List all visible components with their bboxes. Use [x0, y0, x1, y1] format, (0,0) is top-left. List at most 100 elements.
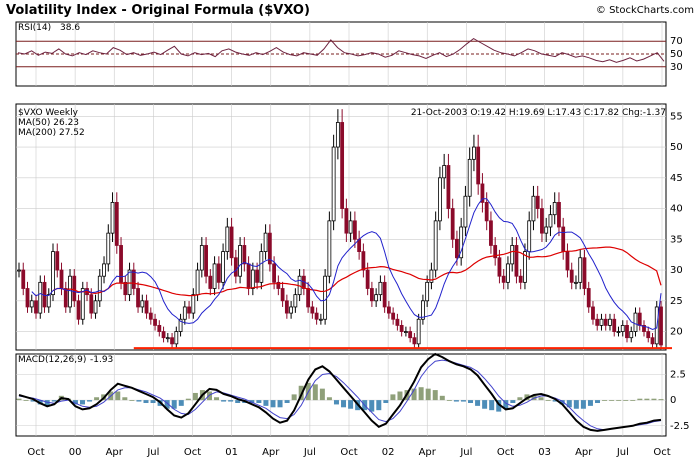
macd-histogram-bar [460, 400, 466, 402]
candle-body [565, 251, 570, 271]
candle-body [182, 306, 187, 320]
candle-body [395, 318, 400, 326]
rsi-panel: 70 50 30 [15, 21, 683, 87]
macd-histogram-bar [425, 388, 431, 401]
macd-histogram-bar [580, 400, 586, 409]
candle-body [306, 288, 311, 308]
macd-histogram-bar [284, 400, 290, 403]
candle-body [17, 269, 21, 272]
candle-body [548, 214, 553, 228]
candle-body [497, 257, 502, 277]
candle-body [514, 245, 519, 277]
price-tick-label: 30 [670, 265, 683, 276]
candle-body [552, 201, 557, 216]
macd-histogram-bar [312, 384, 318, 401]
candle-body [506, 263, 510, 283]
macd-histogram-bar [383, 400, 389, 403]
macd-histogram-bar [623, 400, 629, 401]
macd-histogram-bar [30, 400, 36, 402]
candle-body [603, 318, 608, 326]
candle-body [425, 281, 430, 302]
candle-body [591, 306, 595, 320]
macd-histogram-bar [341, 400, 347, 408]
macd-histogram-bar [185, 398, 191, 401]
candle-body [327, 220, 332, 277]
candle-body [29, 300, 34, 308]
macd-histogram-bar [432, 390, 438, 401]
candle-body [438, 177, 442, 222]
macd-histogram-bar [517, 397, 523, 401]
candle-body [93, 300, 98, 314]
candle-body [153, 318, 157, 326]
candle-body [472, 146, 476, 160]
rsi-label: RSI(14) [18, 23, 51, 33]
macd-histogram-bar [552, 400, 558, 402]
candle-body [335, 122, 340, 148]
candle-body [34, 300, 38, 314]
ma50-label: MA(50) 26.23 [18, 118, 79, 128]
price-panel: 55 50 45 40 35 30 25 20 [15, 103, 683, 351]
candle-body [586, 288, 591, 308]
macd-histogram-bar [178, 400, 184, 406]
candle-body [352, 220, 357, 240]
candle-body [131, 269, 136, 289]
candle-body [106, 232, 111, 265]
candle-body [408, 331, 413, 339]
price-tick-label: 20 [670, 327, 683, 338]
candle-body [80, 288, 85, 320]
macd-legend: MACD(12,26,9) -1.93 [18, 355, 113, 365]
candle-body [582, 257, 587, 289]
price-tick-label: 45 [670, 173, 683, 184]
candle-body [63, 288, 68, 308]
macd-histogram-bar [468, 400, 474, 403]
candle-body [535, 195, 540, 209]
candle-body [616, 331, 621, 333]
x-axis: Oct 00 Apr Jul Oct 01 Apr Jul Oct 02 Apr Jul Oct 03 Ap… [27, 447, 670, 458]
candle-body [170, 337, 174, 345]
macd-histogram-bar [609, 400, 615, 401]
x-tick-label: Oct [497, 447, 514, 458]
candle-body [659, 306, 663, 346]
symbol-label: $VXO Weekly [18, 108, 79, 118]
macd-histogram-bar [418, 387, 424, 401]
price-tick-label: 55 [670, 111, 683, 122]
macd-histogram-bar [319, 388, 325, 401]
macd-histogram-bar [376, 400, 382, 411]
candle-body [38, 281, 43, 314]
x-tick-label: Jul [303, 447, 316, 458]
copyright-text[interactable]: © StockCharts.com [596, 5, 694, 16]
candle-body [314, 312, 319, 320]
candle-body [46, 294, 51, 308]
price-tick-label: 25 [670, 296, 683, 307]
candle-body [599, 318, 604, 326]
macd-histogram-bar [51, 400, 57, 402]
candle-body [263, 232, 268, 252]
candle-body [361, 251, 366, 271]
macd-histogram-bar [573, 400, 579, 409]
candle-body [242, 245, 247, 265]
candle-body [344, 208, 349, 234]
macd-value: -1.93 [90, 355, 113, 365]
x-tick-label: Oct [340, 447, 357, 458]
candle-body [110, 201, 115, 234]
rsi-line [17, 38, 665, 63]
candle-body [229, 226, 234, 259]
macd-histogram-bar [326, 397, 332, 401]
candle-body [531, 195, 536, 222]
x-tick-label: 02 [382, 447, 395, 458]
rsi-tick-label: 70 [670, 36, 683, 47]
macd-histogram-bar [129, 400, 135, 401]
candle-body [510, 245, 515, 265]
candle-body [174, 331, 179, 345]
candle-body [233, 257, 238, 277]
macd-histogram-bar [94, 397, 100, 401]
candle-body [276, 281, 281, 289]
macd-histogram-bar [87, 400, 93, 402]
candle-body [646, 331, 651, 339]
rsi-value: 38.6 [60, 23, 80, 33]
rsi-tick-label: 30 [670, 62, 683, 73]
macd-line [18, 352, 662, 432]
header: Volatility Index - Original Formula ($VX… [6, 3, 694, 18]
candle-body [569, 269, 574, 283]
candle-body [272, 263, 276, 283]
